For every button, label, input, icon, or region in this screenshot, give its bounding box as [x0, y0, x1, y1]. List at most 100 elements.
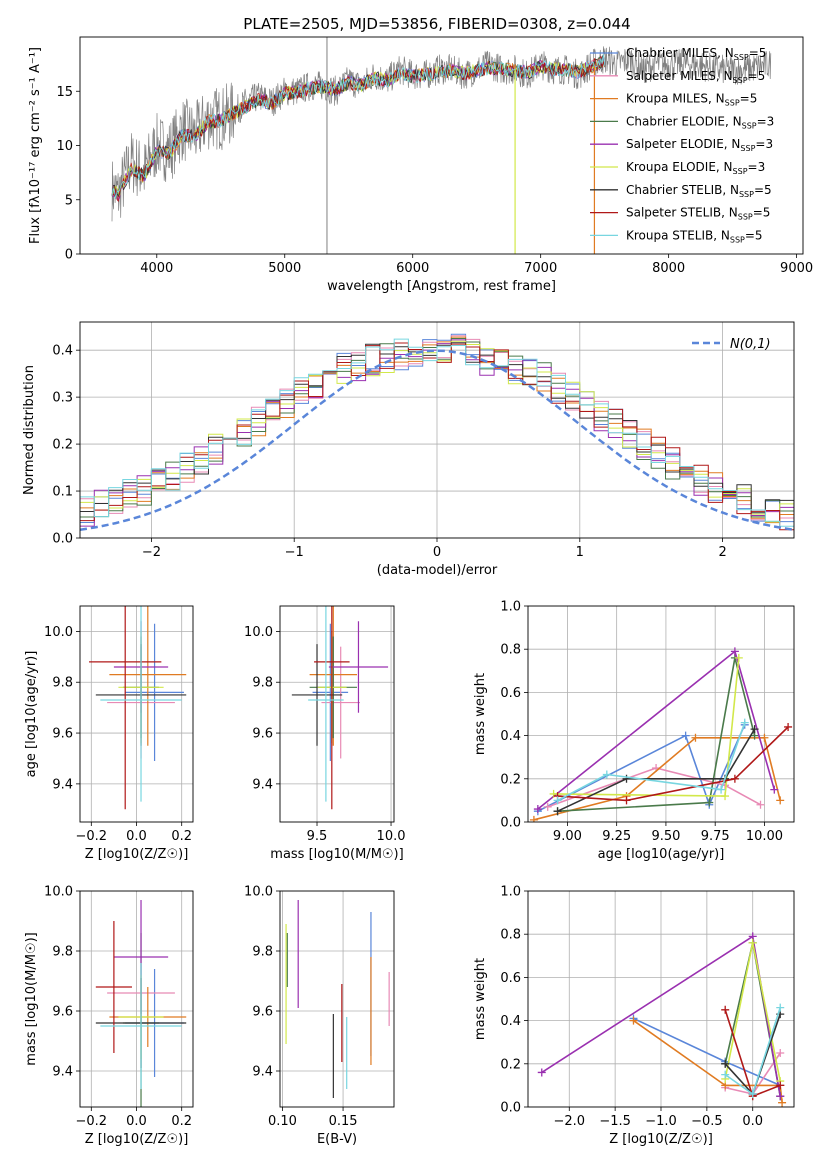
weight-marker [784, 722, 793, 731]
weight-marker [537, 1068, 546, 1077]
x-tick-label: 0.2 [171, 829, 192, 844]
legend-sub: SSP [742, 121, 757, 130]
error-point-salpeter-elodie [328, 621, 389, 713]
x-tick-label: 1 [576, 545, 584, 560]
residual-panel-plot [80, 322, 794, 538]
weight-marker [553, 807, 562, 816]
axes-frame [79, 890, 194, 1108]
legend-suffix: =5 [745, 228, 763, 242]
y-tick-label: 0.4 [500, 1014, 521, 1029]
x-axis-label: wavelength [Angstrom, rest frame] [327, 279, 556, 294]
x-tick-label: −1.5 [599, 1114, 631, 1129]
x-tick-label: −1.0 [645, 1114, 677, 1129]
error-point-chabrier-miles [125, 623, 184, 762]
legend-entry: Chabrier ELODIE, NSSP=3 [626, 114, 774, 130]
legend-sub: SSP [740, 144, 755, 153]
weight-marker [734, 653, 743, 662]
error-point-kroupa-stelib [100, 963, 182, 1089]
weight-vs-z-panel-plot [528, 891, 794, 1107]
x-tick-label: −0.2 [76, 829, 108, 844]
weight-line-salpeter-stelib [557, 726, 789, 802]
weight-marker [721, 1005, 730, 1014]
x-tick-label: 2 [718, 545, 726, 560]
histogram-kroupa-elodie [80, 340, 794, 529]
y-tick-label: 0.0 [52, 532, 73, 547]
y-tick-label: 0.2 [52, 438, 73, 453]
x-tick-label: 4000 [140, 261, 173, 276]
y-tick-label: 0.3 [52, 391, 73, 406]
weight-marker [730, 774, 739, 783]
error-point-salpeter-miles [321, 646, 360, 759]
x-tick-label: 0 [433, 545, 441, 560]
x-axis-label: E(B-V) [317, 1132, 357, 1147]
x-tick-label: −0.2 [76, 1114, 108, 1129]
x-tick-label: 6000 [396, 261, 429, 276]
error-point-salpeter-stelib [89, 606, 162, 810]
histogram-kroupa-stelib [80, 338, 794, 527]
error-point-kroupa-stelib [308, 606, 344, 802]
weight-line-chabrier-miles [537, 724, 746, 812]
legend-entry: Salpeter ELODIE, NSSP=3 [626, 137, 773, 153]
weight-marker [760, 733, 769, 742]
y-axis-label: mass weight [473, 958, 488, 1040]
error-point-salpeter-stelib [95, 921, 132, 1053]
x-axis-label: Z [log10(Z/Z☉)] [85, 847, 189, 862]
legend-sub: SSP [730, 235, 745, 244]
error-point-kroupa-stelib [100, 606, 182, 802]
y-tick-label: 0.8 [500, 643, 521, 658]
x-tick-label: 0.15 [329, 1114, 358, 1129]
y-tick-label: 9.8 [252, 676, 273, 691]
y-axis-label: age [log10(age/yr)] [24, 651, 39, 778]
y-tick-label: 9.4 [252, 1065, 273, 1080]
axes-frame [79, 605, 194, 823]
age-vs-mass-panel: 9.5 10.0 9.4 9.6 9.8 10.0 mass [log10(M/M☉)] [244, 605, 406, 862]
y-tick-label: 10 [56, 139, 73, 154]
weight-vs-z-panel: −2.0 −1.5 −1.0 −0.5 0.0 0.0 0.2 0.4 0.6 0.8 1.0 Z [… [473, 885, 795, 1147]
y-tick-label: 0.6 [500, 686, 521, 701]
y-tick-label: 1.0 [500, 600, 521, 615]
x-tick-label: 9000 [780, 261, 813, 276]
legend: Chabrier MILES, NSSP=5 Salpeter MILES, NS… [590, 46, 774, 244]
histogram-chabrier-stelib [80, 342, 794, 527]
weight-marker [770, 785, 779, 794]
legend-suffix: =3 [748, 160, 766, 174]
x-tick-label: 10.00 [746, 829, 783, 844]
x-tick-label: 9.50 [651, 829, 680, 844]
spectrum-panel-plot [111, 37, 772, 254]
y-axis-label: Flux [fλ10⁻¹⁷ erg cm⁻² s⁻¹ A⁻¹] [28, 47, 43, 244]
histogram-kroupa-miles [80, 336, 794, 524]
y-tick-label: 0.4 [500, 729, 521, 744]
legend-entry: Kroupa ELODIE, NSSP=3 [626, 160, 765, 176]
legend-entry: N(0,1) [730, 337, 771, 352]
y-tick-label: 0 [65, 248, 73, 263]
legend-suffix: =5 [748, 69, 766, 83]
y-tick-label: 1.0 [500, 885, 521, 900]
weight-vs-age-panel-plot [528, 606, 794, 822]
weight-marker [721, 1070, 730, 1079]
age-vs-z-panel-plot [80, 606, 193, 822]
weight-marker [529, 815, 538, 822]
weight-marker [705, 798, 714, 807]
weight-marker [681, 731, 690, 740]
weight-marker [748, 938, 757, 947]
weight-marker [622, 774, 631, 783]
weight-line-kroupa-stelib [557, 722, 746, 802]
mass-vs-ebv-panel: 0.10 0.15 9.4 9.6 9.8 10.0 E(B-V) [244, 885, 395, 1147]
weight-vs-age-panel: 9.00 9.25 9.50 9.75 10.00 0.0 0.2 0.4 0.6 0.8 1.0 a… [473, 600, 795, 862]
x-tick-label: 0.2 [171, 1114, 192, 1129]
y-tick-label: 9.6 [52, 727, 73, 742]
figure-title: PLATE=2505, MJD=53856, FIBERID=0308, z=0… [243, 15, 630, 33]
mass-vs-ebv-panel-plot [280, 891, 394, 1107]
weight-marker [691, 733, 700, 742]
model-line-kroupa-stelib [111, 54, 606, 199]
y-tick-label: 10.0 [44, 625, 73, 640]
y-tick-label: 9.4 [52, 777, 73, 792]
weight-marker [553, 796, 562, 805]
legend-sub: SSP [739, 190, 754, 199]
y-tick-label: 0.0 [500, 1101, 521, 1116]
legend-suffix: =5 [749, 46, 767, 60]
mass-vs-z-panel: −0.2 0.0 0.2 9.4 9.6 9.8 10.0 Z [log10(Z/Z☉)] ma… [24, 885, 194, 1147]
x-tick-label: 0.10 [268, 1114, 297, 1129]
residual-panel: −2 −1 0 1 2 0.0 0.1 0.2 0.3 0.4 (data-model)/error… [22, 321, 795, 578]
